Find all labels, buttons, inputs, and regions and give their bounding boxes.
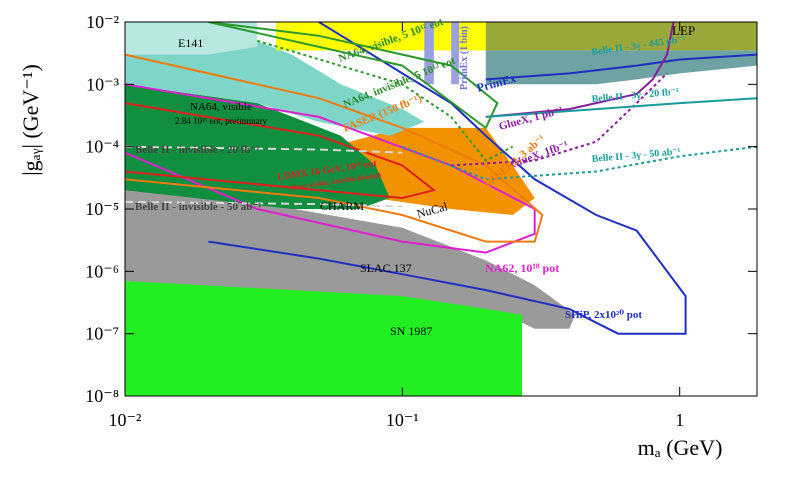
sensitivity-curve bbox=[125, 53, 544, 243]
x-tick-label: 10⁻¹ bbox=[386, 410, 419, 430]
sensitivity-curve bbox=[257, 39, 514, 162]
x-axis-label: mₐ (GeV) bbox=[638, 435, 723, 460]
y-tick-label: 10⁻² bbox=[86, 12, 119, 32]
annotation: SHiP, 2x10²⁰ pot bbox=[565, 309, 642, 321]
annotation: NA64, visible bbox=[190, 101, 252, 113]
annotation: NA62, 10¹⁸ pot bbox=[485, 261, 559, 275]
sensitivity-curve bbox=[125, 200, 403, 208]
y-axis-label: |gₐᵧ| (GeV⁻¹) bbox=[18, 64, 43, 176]
sensitivity-curve bbox=[125, 145, 403, 154]
annotation: E141 bbox=[178, 36, 203, 50]
plot-area bbox=[125, 22, 757, 396]
annotation: SLAC 137 bbox=[360, 261, 412, 275]
exclusion-region bbox=[125, 179, 576, 329]
sensitivity-curve bbox=[485, 53, 757, 81]
sensitivity-curve bbox=[451, 72, 668, 167]
y-tick-label: 10⁻⁷ bbox=[85, 324, 119, 344]
y-tick-label: 10⁻⁴ bbox=[85, 137, 119, 157]
sensitivity-curve bbox=[485, 22, 675, 118]
y-tick-label: 10⁻³ bbox=[86, 74, 120, 94]
exclusion-region bbox=[424, 22, 434, 85]
sensitivity-curve bbox=[485, 97, 757, 118]
exclusion-region bbox=[125, 281, 522, 396]
y-tick-label: 10⁻⁵ bbox=[85, 199, 119, 219]
annotation: PrimEx (1 bin) bbox=[459, 26, 470, 90]
annotation: 2.84 10¹¹ eot, preliminary bbox=[175, 116, 268, 126]
annotation: GlueX, 1 pb⁻¹ bbox=[498, 104, 565, 133]
y-tick-label: 10⁻⁶ bbox=[85, 261, 119, 281]
annotation: Belle II - 3γ - 50 ab⁻¹ bbox=[591, 146, 681, 165]
annotation: Belle II - invisible - 50 ab⁻¹ bbox=[135, 201, 261, 213]
sensitivity-curve bbox=[125, 102, 437, 200]
y-tick-label: 10⁻⁸ bbox=[85, 386, 119, 406]
x-tick-label: 10⁻² bbox=[109, 410, 142, 430]
annotation: Belle II - invisible - 20 fb⁻¹ bbox=[135, 144, 260, 156]
exclusion-region bbox=[451, 22, 459, 85]
annotation: SN 1987 bbox=[390, 324, 432, 338]
x-tick-label: 1 bbox=[675, 410, 684, 430]
exclusion-region bbox=[125, 22, 258, 55]
sensitivity-curve bbox=[125, 83, 536, 254]
annotation: LEP bbox=[672, 23, 695, 38]
sensitivity-curve bbox=[401, 145, 757, 181]
sensitivity-curve bbox=[208, 22, 499, 130]
annotation: Belle II - 3γ - 20 fb⁻¹ bbox=[591, 86, 679, 105]
exclusion-region bbox=[485, 22, 757, 51]
sensitivity-curve bbox=[208, 22, 687, 335]
annotation: CHARM bbox=[320, 199, 364, 213]
